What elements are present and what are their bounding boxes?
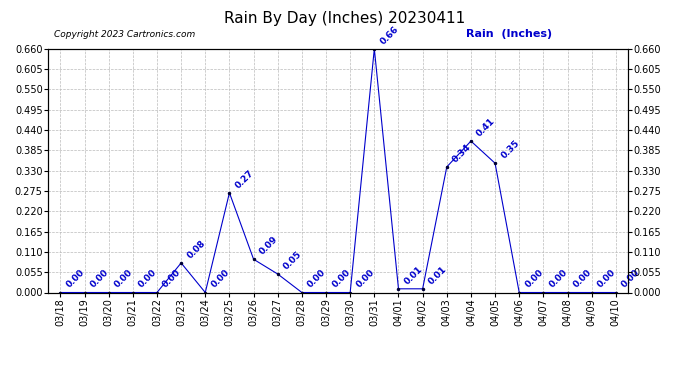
Text: 0.00: 0.00 (89, 268, 110, 290)
Text: 0.00: 0.00 (137, 268, 159, 290)
Text: 0.00: 0.00 (524, 268, 545, 290)
Text: 0.00: 0.00 (113, 268, 135, 290)
Text: 0.01: 0.01 (403, 264, 424, 286)
Text: 0.00: 0.00 (548, 268, 569, 290)
Text: 0.66: 0.66 (379, 24, 400, 46)
Text: 0.09: 0.09 (258, 235, 279, 256)
Text: 0.35: 0.35 (500, 138, 521, 160)
Text: 0.08: 0.08 (186, 238, 207, 260)
Text: Rain By Day (Inches) 20230411: Rain By Day (Inches) 20230411 (224, 11, 466, 26)
Text: 0.00: 0.00 (355, 268, 376, 290)
Text: 0.00: 0.00 (620, 268, 642, 290)
Text: 0.05: 0.05 (282, 249, 304, 271)
Text: 0.00: 0.00 (306, 268, 328, 290)
Text: 0.00: 0.00 (161, 268, 183, 290)
Text: 0.34: 0.34 (451, 142, 473, 164)
Text: 0.00: 0.00 (331, 268, 352, 290)
Text: 0.00: 0.00 (572, 268, 593, 290)
Text: Copyright 2023 Cartronics.com: Copyright 2023 Cartronics.com (54, 30, 195, 39)
Text: Rain  (Inches): Rain (Inches) (466, 29, 552, 39)
Text: 0.41: 0.41 (475, 116, 497, 138)
Text: 0.00: 0.00 (65, 268, 86, 290)
Text: 0.00: 0.00 (210, 268, 231, 290)
Text: 0.01: 0.01 (427, 264, 449, 286)
Text: 0.00: 0.00 (596, 268, 618, 290)
Text: 0.27: 0.27 (234, 168, 255, 190)
